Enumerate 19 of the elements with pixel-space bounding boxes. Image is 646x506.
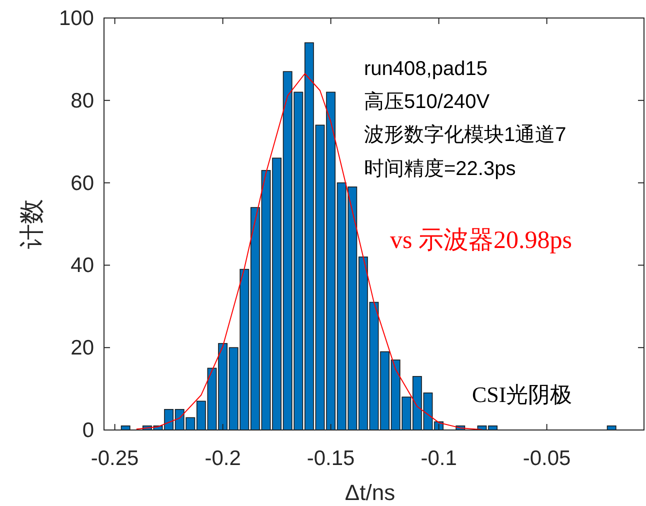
annotation: 波形数字化模块1通道7: [364, 123, 566, 146]
annotation: 高压510/240V: [364, 90, 490, 113]
annotation: run408,pad15: [364, 58, 488, 80]
x-tick-label: -0.05: [522, 447, 571, 470]
x-tick-label: -0.1: [420, 447, 457, 470]
y-tick-label: 20: [70, 336, 94, 360]
y-tick-label: 0: [82, 419, 94, 442]
annotation: 时间精度=22.3ps: [364, 158, 516, 180]
y-tick-label: 60: [70, 172, 94, 195]
y-axis-title: 计数: [19, 199, 46, 249]
x-tick-label: -0.15: [306, 447, 355, 470]
y-tick-label: 80: [70, 89, 94, 112]
x-tick-label: -0.2: [204, 447, 241, 470]
y-tick-label: 40: [70, 254, 94, 278]
annotation: vs 示波器20.98ps: [390, 227, 572, 254]
x-axis-title: Δt/ns: [344, 480, 396, 505]
y-tick-label: 100: [58, 7, 94, 30]
x-tick-label: -0.25: [90, 447, 139, 470]
annotation: CSI光阴极: [472, 382, 572, 407]
